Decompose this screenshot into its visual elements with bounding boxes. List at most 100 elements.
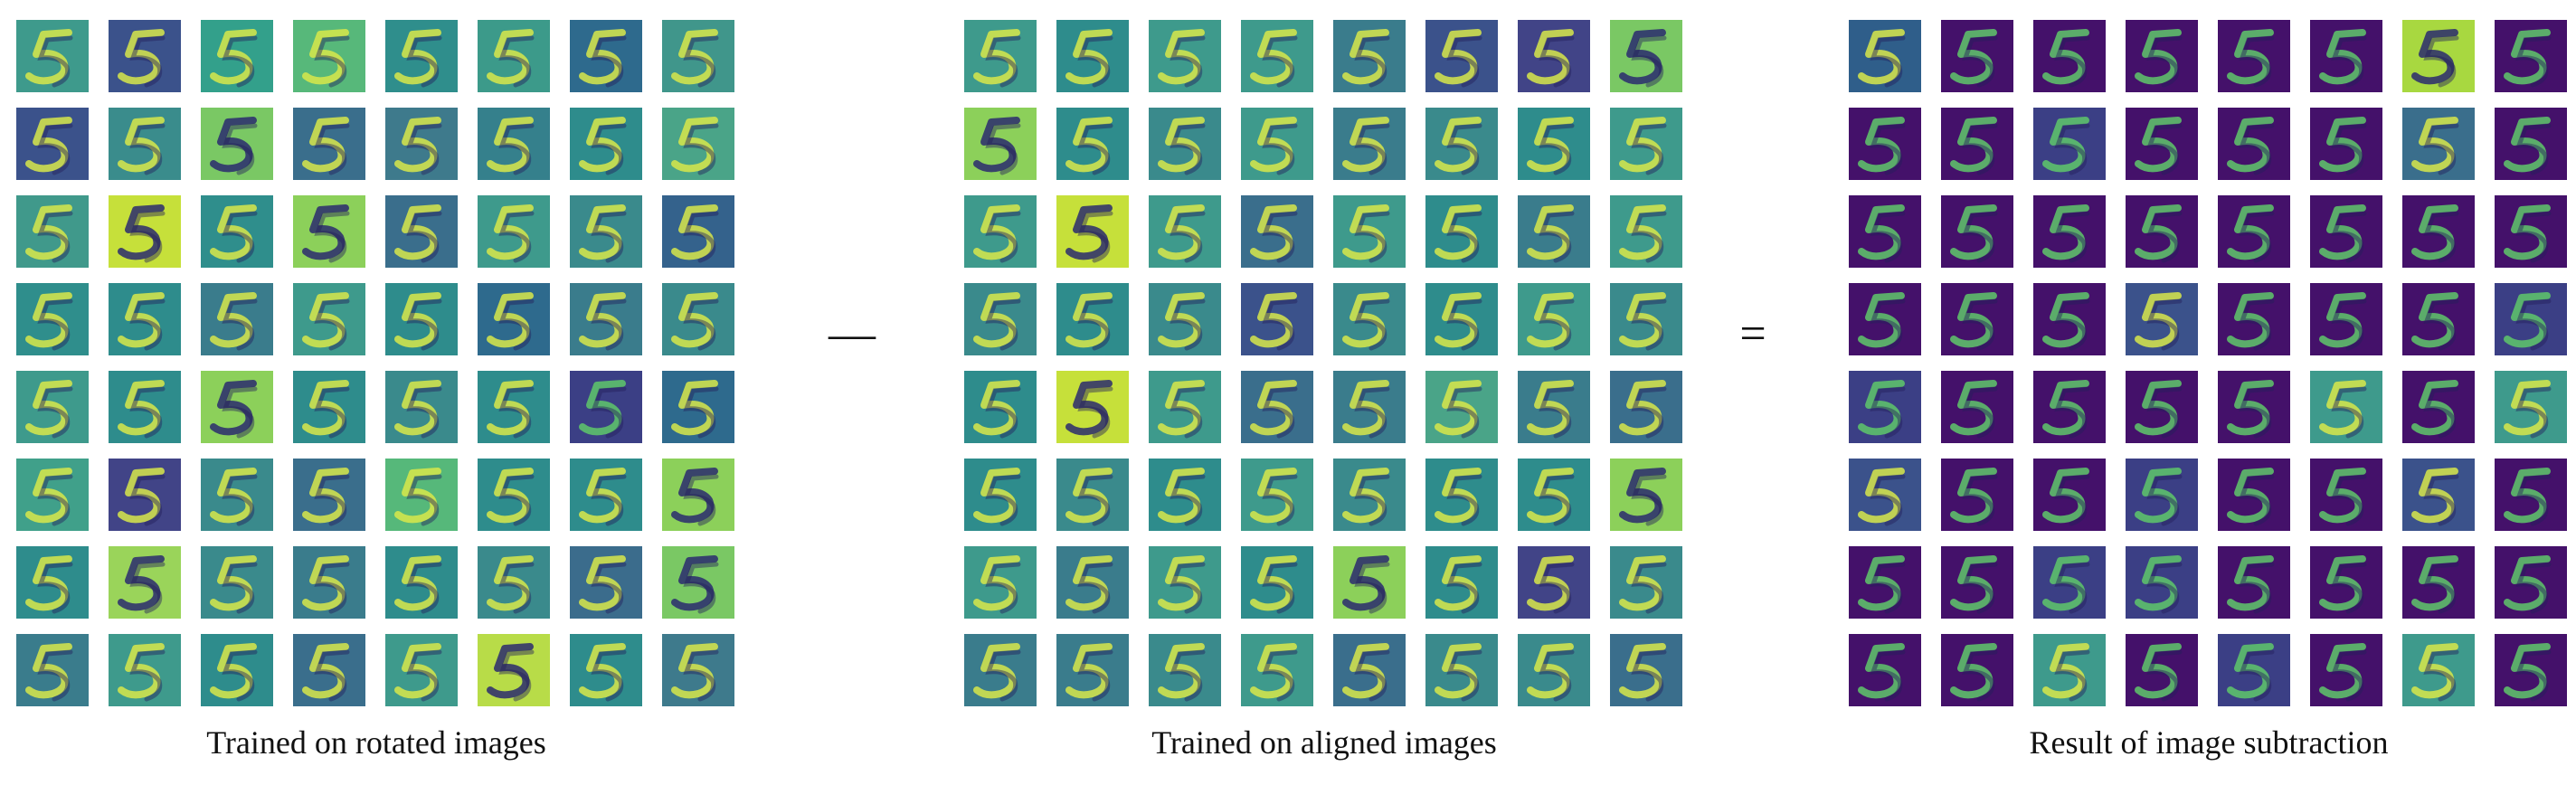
filter-tile	[16, 108, 89, 180]
filter-tile	[293, 20, 365, 92]
filter-tile	[1941, 459, 2013, 531]
filter-tile	[1241, 634, 1313, 706]
filter-tile	[16, 546, 89, 619]
filter-tile	[2126, 20, 2198, 92]
filter-tile	[1056, 20, 1129, 92]
filter-tile	[16, 20, 89, 92]
filter-tile	[1425, 283, 1498, 355]
filter-tile	[570, 195, 642, 268]
minus-operator: —	[829, 308, 876, 360]
filter-tile	[1333, 195, 1406, 268]
filter-tile	[109, 20, 181, 92]
filter-tile	[1149, 195, 1221, 268]
filter-tile	[2402, 283, 2475, 355]
filter-tile	[1241, 459, 1313, 531]
filter-tile	[2310, 634, 2382, 706]
filter-tile	[570, 283, 642, 355]
filter-tile	[1610, 195, 1682, 268]
filter-tile	[201, 108, 273, 180]
filter-tile	[1333, 108, 1406, 180]
filter-tile	[1149, 20, 1221, 92]
filter-tile	[1333, 20, 1406, 92]
filter-tile	[1056, 371, 1129, 443]
filter-tile	[201, 546, 273, 619]
filter-tile	[2126, 283, 2198, 355]
filter-tile	[478, 459, 550, 531]
filter-tile	[2033, 634, 2106, 706]
filter-tile	[662, 371, 734, 443]
filter-tile	[1849, 546, 1921, 619]
filter-tile	[2310, 195, 2382, 268]
aligned-caption: Trained on aligned images	[1151, 724, 1497, 761]
filter-tile	[1941, 546, 2013, 619]
filter-tile	[2495, 20, 2567, 92]
filter-tile	[2033, 546, 2106, 619]
filter-tile	[201, 195, 273, 268]
filter-tile	[570, 634, 642, 706]
filter-tile	[1333, 634, 1406, 706]
filter-tile	[964, 195, 1037, 268]
filter-tile	[201, 283, 273, 355]
filter-tile	[1941, 634, 2013, 706]
filter-tile	[293, 195, 365, 268]
filter-tile	[16, 634, 89, 706]
filter-tile	[2495, 108, 2567, 180]
filter-tile	[385, 634, 458, 706]
filter-tile	[662, 634, 734, 706]
filter-tile	[1333, 459, 1406, 531]
filter-tile	[109, 634, 181, 706]
filter-tile	[201, 20, 273, 92]
filter-tile	[2310, 108, 2382, 180]
filter-tile	[2218, 634, 2290, 706]
filter-tile	[385, 459, 458, 531]
filter-tile	[2126, 459, 2198, 531]
filter-tile	[570, 371, 642, 443]
filter-tile	[16, 195, 89, 268]
filter-tile	[16, 283, 89, 355]
filter-tile	[1149, 546, 1221, 619]
filter-tile	[2495, 634, 2567, 706]
filter-tile	[2310, 283, 2382, 355]
filter-tile	[2402, 546, 2475, 619]
filter-tile	[1241, 546, 1313, 619]
filter-tile	[1056, 546, 1129, 619]
filter-tile	[662, 283, 734, 355]
filter-tile	[1849, 283, 1921, 355]
filter-tile	[964, 283, 1037, 355]
filter-tile	[109, 283, 181, 355]
filter-tile	[1610, 283, 1682, 355]
filter-tile	[2126, 195, 2198, 268]
filter-tile	[1518, 283, 1590, 355]
filter-tile	[2402, 108, 2475, 180]
filter-tile	[1518, 459, 1590, 531]
filter-tile	[1518, 371, 1590, 443]
filter-tile	[1333, 283, 1406, 355]
filter-tile	[293, 634, 365, 706]
filter-tile	[1610, 459, 1682, 531]
filter-tile	[293, 108, 365, 180]
filter-tile	[2310, 371, 2382, 443]
filter-tile	[1056, 459, 1129, 531]
filter-tile	[478, 634, 550, 706]
filter-tile	[964, 546, 1037, 619]
filter-tile	[2126, 108, 2198, 180]
filter-tile	[1849, 371, 1921, 443]
filter-tile	[662, 546, 734, 619]
filter-tile	[385, 546, 458, 619]
filter-tile	[1518, 546, 1590, 619]
filter-tile	[1241, 195, 1313, 268]
filter-tile	[1941, 20, 2013, 92]
filter-tile	[2033, 108, 2106, 180]
filter-tile	[2218, 108, 2290, 180]
filter-tile	[1425, 634, 1498, 706]
filter-tile	[2033, 371, 2106, 443]
filter-tile	[2218, 546, 2290, 619]
filter-tile	[1149, 283, 1221, 355]
filter-tile	[964, 108, 1037, 180]
filter-tile	[1610, 546, 1682, 619]
filter-tile	[1849, 634, 1921, 706]
subtraction-result-grid	[1849, 20, 2569, 725]
filter-tile	[570, 20, 642, 92]
filter-tile	[478, 283, 550, 355]
filter-tile	[16, 371, 89, 443]
